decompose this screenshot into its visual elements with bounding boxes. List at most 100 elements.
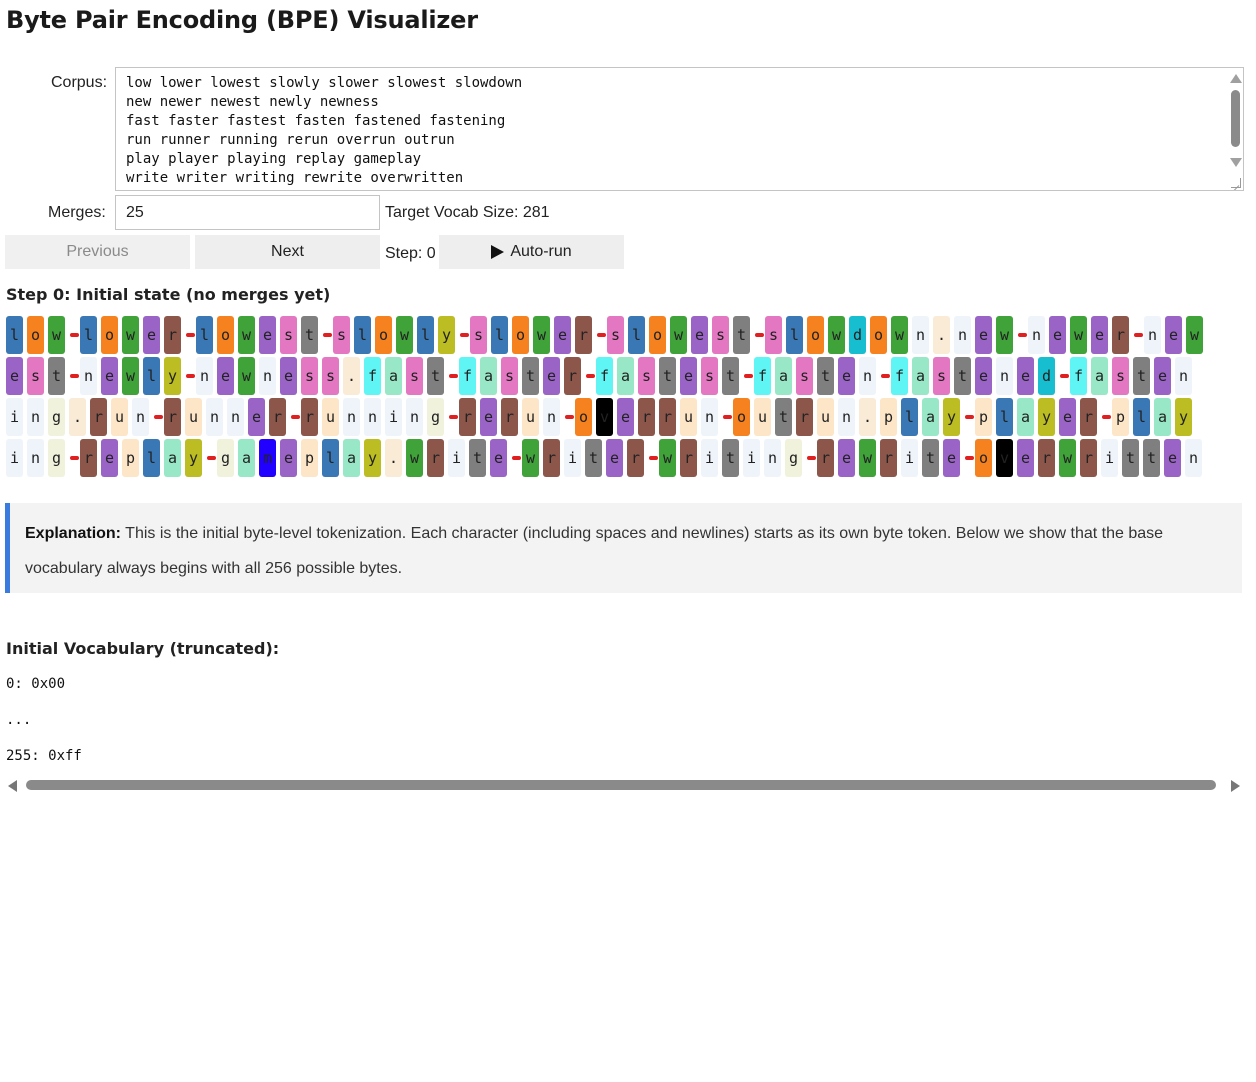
byte-token: t [733, 316, 750, 354]
byte-token: w [996, 316, 1013, 354]
byte-token: s [322, 357, 339, 395]
byte-token: t [954, 357, 971, 395]
byte-token: n [543, 398, 560, 436]
byte-token: f [1070, 357, 1087, 395]
byte-token: e [480, 398, 497, 436]
byte-token: n [996, 357, 1013, 395]
horizontal-scrollbar[interactable] [6, 777, 1242, 794]
byte-token: t [817, 357, 834, 395]
byte-token: u [185, 398, 202, 436]
byte-token: r [164, 316, 181, 354]
byte-token: a [617, 357, 634, 395]
byte-token: d [1038, 357, 1055, 395]
merges-input[interactable] [115, 195, 380, 230]
byte-token: w [891, 316, 908, 354]
byte-token: i [701, 439, 718, 477]
space-token [1060, 374, 1069, 378]
byte-token: r [638, 398, 655, 436]
scroll-right-arrow-icon[interactable] [1231, 780, 1240, 792]
space-token [70, 374, 79, 378]
byte-token: r [1080, 439, 1097, 477]
byte-token: e [838, 439, 855, 477]
byte-token: n [1144, 316, 1161, 354]
byte-token: y [164, 357, 181, 395]
byte-token: g [48, 398, 65, 436]
byte-token: n [954, 316, 971, 354]
next-button[interactable]: Next [195, 235, 380, 269]
byte-token: t [427, 357, 444, 395]
byte-token: l [143, 439, 160, 477]
byte-token: s [470, 316, 487, 354]
byte-token: u [111, 398, 128, 436]
byte-token: e [248, 398, 265, 436]
byte-token: e [691, 316, 708, 354]
byte-token: g [48, 439, 65, 477]
scroll-left-arrow-icon[interactable] [8, 780, 17, 792]
byte-token: n [343, 398, 360, 436]
byte-token: w [396, 316, 413, 354]
space-token [291, 415, 300, 419]
scrollbar-thumb[interactable] [1231, 90, 1240, 147]
byte-token: e [490, 439, 507, 477]
horizontal-scrollbar-thumb[interactable] [26, 780, 1216, 790]
byte-token: l [6, 316, 23, 354]
byte-token: s [406, 357, 423, 395]
byte-token: u [522, 398, 539, 436]
step-counter: Step: 0 [385, 245, 436, 262]
byte-token: e [6, 357, 23, 395]
byte-token: t [1143, 439, 1160, 477]
byte-token: e [975, 357, 992, 395]
byte-token: n [859, 357, 876, 395]
resize-grip-icon[interactable] [1231, 178, 1241, 188]
byte-token: e [943, 439, 960, 477]
byte-token: s [933, 357, 950, 395]
byte-token: a [775, 357, 792, 395]
byte-token: r [1112, 316, 1129, 354]
byte-token: e [554, 316, 571, 354]
byte-token: m [259, 439, 276, 477]
byte-token: l [1133, 398, 1150, 436]
scroll-down-arrow-icon[interactable] [1230, 158, 1242, 167]
byte-token: n [838, 398, 855, 436]
space-token [207, 456, 216, 460]
byte-token: p [1112, 398, 1129, 436]
corpus-scrollbar[interactable] [1227, 68, 1243, 190]
byte-token: n [764, 439, 781, 477]
byte-token: w [238, 316, 255, 354]
byte-token: i [743, 439, 760, 477]
byte-token: l [786, 316, 803, 354]
byte-token: a [164, 439, 181, 477]
vocab-entry-last: 255: 0xff [6, 748, 82, 764]
byte-token: f [596, 357, 613, 395]
byte-token: n [80, 357, 97, 395]
byte-token: e [1164, 439, 1181, 477]
byte-token: p [301, 439, 318, 477]
space-token [186, 374, 195, 378]
corpus-text: low lower lowest slowly slower slowest s… [126, 75, 523, 186]
byte-token: r [501, 398, 518, 436]
space-token [449, 415, 458, 419]
byte-token: s [765, 316, 782, 354]
previous-button[interactable]: Previous [5, 235, 190, 269]
byte-token: e [101, 439, 118, 477]
byte-token: e [1059, 398, 1076, 436]
corpus-textarea[interactable]: low lower lowest slowly slower slowest s… [115, 67, 1244, 191]
byte-token: e [1165, 316, 1182, 354]
byte-token: e [1049, 316, 1066, 354]
byte-token: w [828, 316, 845, 354]
byte-token: n [1175, 357, 1192, 395]
byte-token: w [659, 439, 676, 477]
byte-token: o [27, 316, 44, 354]
byte-token: n [406, 398, 423, 436]
byte-token: t [585, 439, 602, 477]
byte-token: a [1154, 398, 1171, 436]
byte-token: e [101, 357, 118, 395]
byte-token: v [996, 439, 1013, 477]
byte-token: e [680, 357, 697, 395]
byte-token: n [1185, 439, 1202, 477]
byte-token: e [280, 439, 297, 477]
space-token [323, 333, 332, 337]
scroll-up-arrow-icon[interactable] [1230, 74, 1242, 83]
autorun-button[interactable]: Auto-run [439, 235, 624, 269]
